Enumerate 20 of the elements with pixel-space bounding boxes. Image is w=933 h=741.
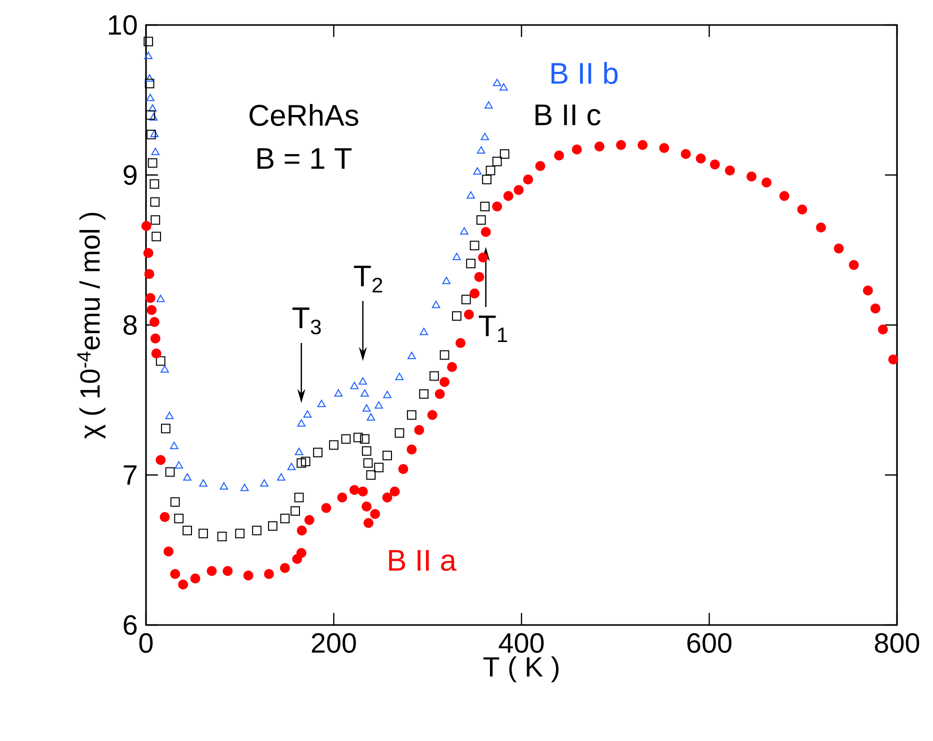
annotation: T$_{3}$ (292, 308, 321, 334)
y-tick-label: 7 (124, 465, 136, 485)
annotation: CeRhAs (250, 104, 358, 126)
series-label: B II a (389, 550, 456, 571)
y-tick-label: 6 (124, 615, 137, 635)
annotation: T$_{1}$ (478, 316, 508, 342)
x-tick-label: 400 (498, 633, 544, 653)
annotation: T$_{2}$ (354, 266, 382, 292)
y-tick-label: 8 (124, 315, 137, 335)
x-tick-label: 800 (874, 633, 920, 653)
x-tick-label: 200 (312, 633, 356, 653)
x-tick-label: 0 (139, 633, 153, 653)
x-axis-title: T ( K ) (483, 656, 558, 682)
annotation: B = 1 T (258, 148, 352, 169)
series-label: B II c (536, 104, 600, 126)
y-axis-title: χ ( 10$^{-4}$emu / mol ) (77, 212, 106, 439)
x-tick-label: 600 (687, 633, 732, 653)
series-label: B II b (552, 62, 618, 84)
y-tick-label: 9 (124, 165, 137, 185)
y-tick-label: 10 (108, 15, 137, 35)
